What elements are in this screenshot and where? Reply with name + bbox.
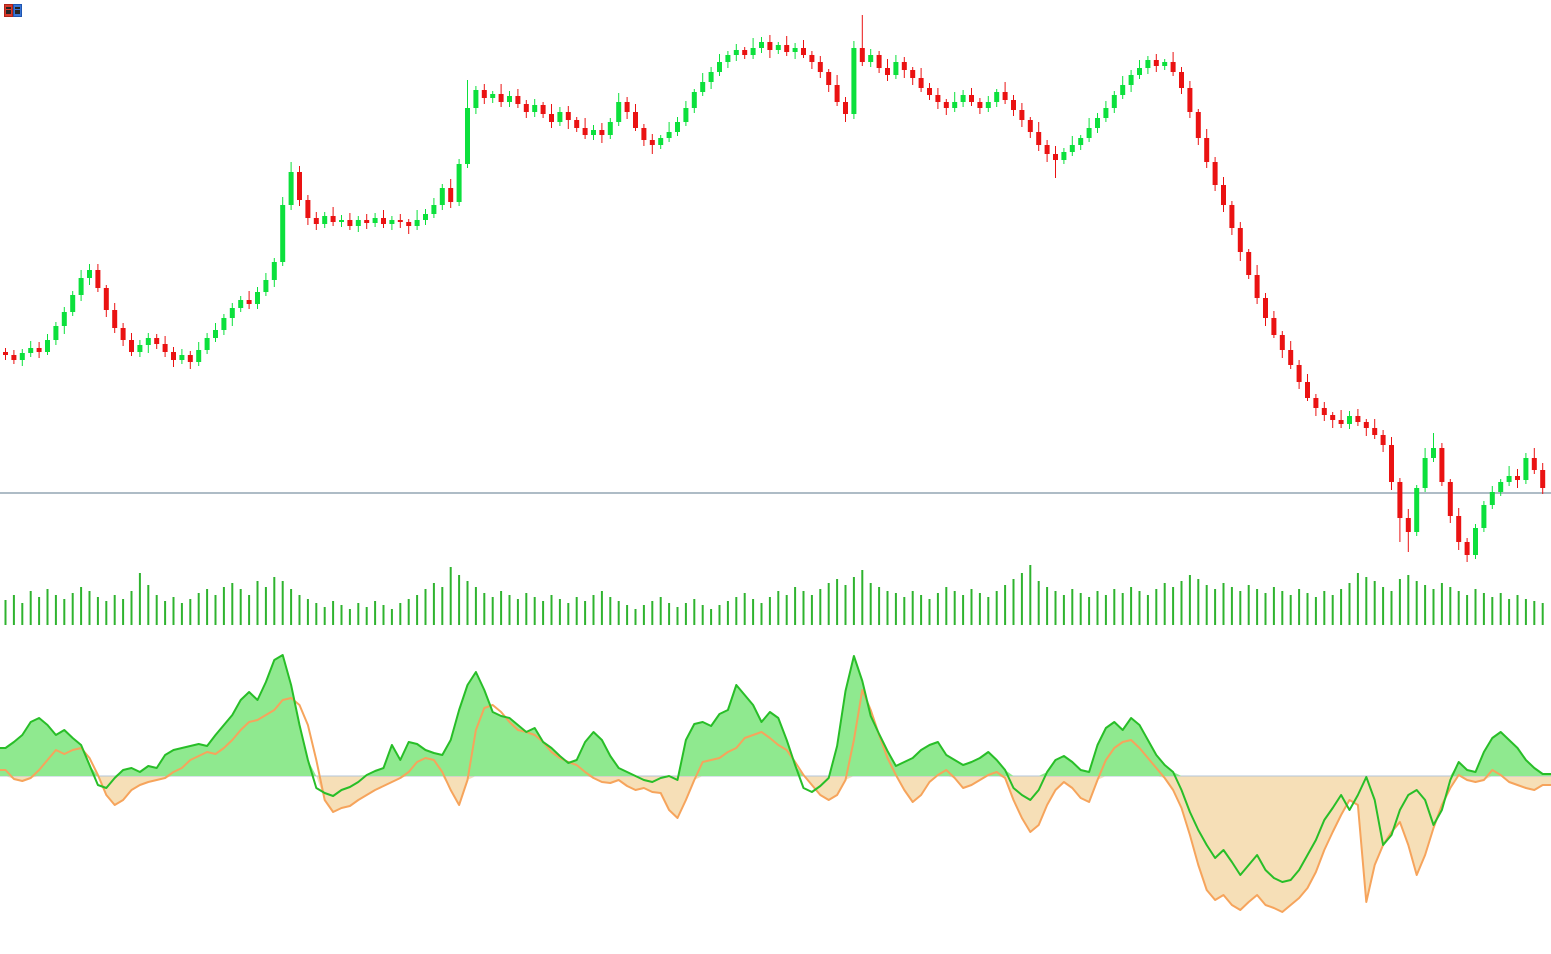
one-click-trading-icon[interactable] — [4, 4, 22, 17]
oscillator-negative-fill — [0, 776, 1551, 912]
volume-layer — [4, 565, 1544, 625]
candlestick-layer — [3, 15, 1546, 562]
buy-panel-icon — [13, 4, 22, 17]
oscillator-slow-line — [0, 689, 1551, 913]
oscillator-layer — [0, 654, 1551, 913]
sell-panel-icon — [4, 4, 13, 17]
oscillator-positive-fill — [0, 655, 1551, 776]
oscillator-fast-line — [0, 654, 1551, 883]
